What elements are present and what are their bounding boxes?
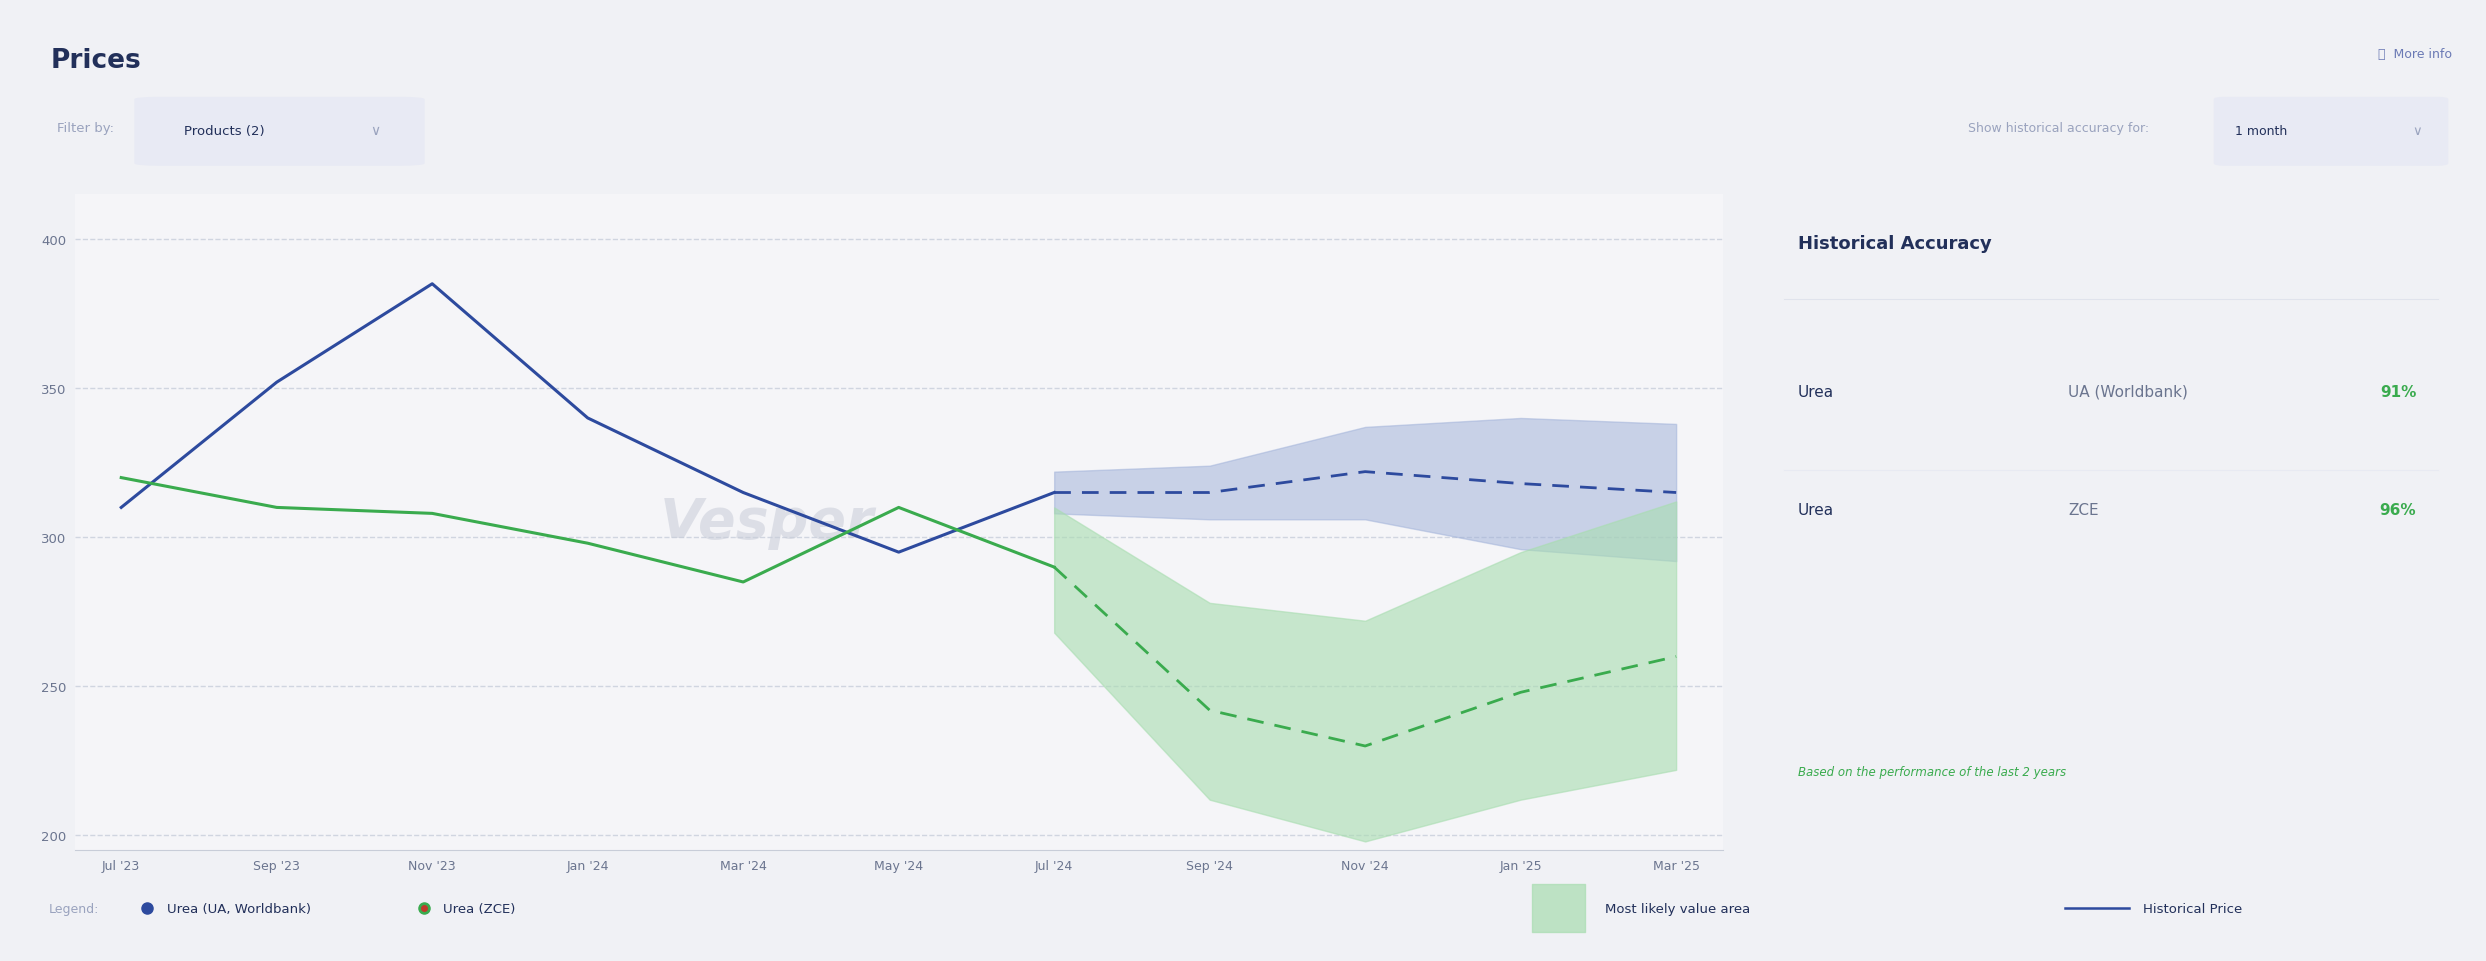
Text: Prices: Prices — [50, 48, 142, 74]
Text: Urea (UA, Worldbank): Urea (UA, Worldbank) — [167, 901, 311, 915]
Text: UA (Worldbank): UA (Worldbank) — [2068, 384, 2188, 399]
FancyBboxPatch shape — [2213, 98, 2449, 166]
Text: ∨: ∨ — [370, 124, 380, 138]
Text: Based on the performance of the last 2 years: Based on the performance of the last 2 y… — [1797, 765, 2066, 778]
Text: Urea: Urea — [1797, 503, 1835, 517]
Text: Vesper: Vesper — [659, 496, 875, 550]
Text: 1 month: 1 month — [2235, 125, 2287, 137]
Text: 91%: 91% — [2379, 384, 2416, 399]
Text: Urea: Urea — [1797, 384, 1835, 399]
Text: Show historical accuracy for:: Show historical accuracy for: — [1969, 122, 2150, 136]
Text: Filter by:: Filter by: — [57, 122, 114, 136]
Text: Most likely value area: Most likely value area — [1606, 901, 1750, 915]
Text: Legend:: Legend: — [50, 901, 99, 915]
Text: 96%: 96% — [2379, 503, 2416, 517]
Text: ∨: ∨ — [2414, 125, 2421, 137]
Text: Urea (ZCE): Urea (ZCE) — [443, 901, 515, 915]
Text: Products (2): Products (2) — [184, 125, 264, 137]
FancyBboxPatch shape — [134, 98, 425, 166]
Text: ⓘ  More info: ⓘ More info — [2379, 48, 2451, 62]
Text: ZCE: ZCE — [2068, 503, 2098, 517]
Text: Historical Price: Historical Price — [2143, 901, 2242, 915]
Text: Historical Accuracy: Historical Accuracy — [1797, 234, 1991, 253]
